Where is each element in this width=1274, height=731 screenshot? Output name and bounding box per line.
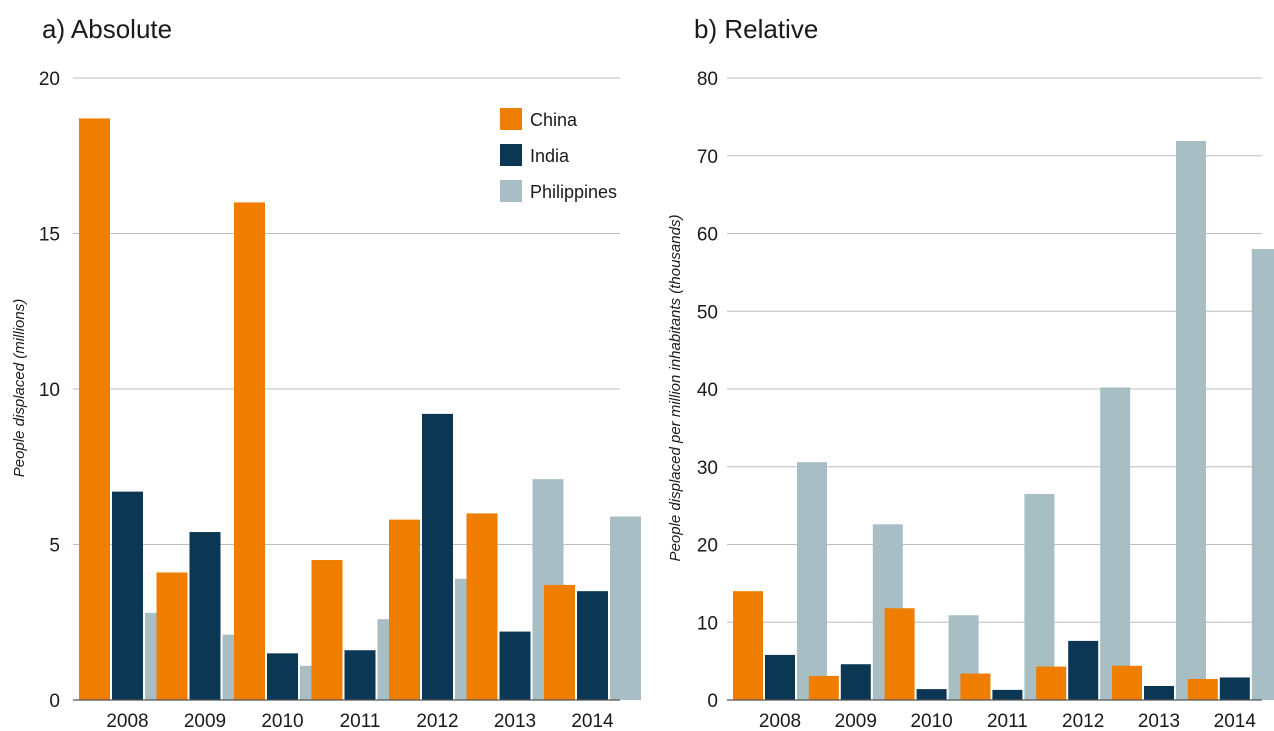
y-tick-label: 60 [697, 225, 718, 246]
bar-china-2008 [79, 118, 110, 701]
bar-india-2011 [992, 689, 1023, 700]
bar-india-2010 [267, 653, 298, 700]
x-tick-label: 2009 [835, 711, 877, 731]
y-axis-label: People displaced per million inhabitants… [667, 215, 684, 562]
x-tick-label: 2012 [416, 711, 458, 731]
x-tick-label: 2008 [759, 711, 801, 731]
bar-india-2014 [577, 591, 608, 700]
legend-label-india: India [530, 146, 570, 166]
legend-label-china: China [530, 110, 578, 130]
bar-india-2011 [344, 650, 376, 700]
bar-india-2014 [1219, 677, 1250, 700]
bar-china-2013 [466, 513, 498, 700]
bar-india-2008 [112, 491, 143, 700]
y-tick-label: 70 [697, 147, 718, 168]
bar-china-2014 [544, 584, 575, 700]
chart-absolute: 0 5 10 15 20 People displaced (millions) 2008 2… [11, 69, 641, 731]
x-tick-label: 2013 [494, 711, 536, 731]
x-tick-label: 2009 [184, 711, 226, 731]
x-tick-label: 2014 [571, 711, 614, 731]
legend-swatch-china [500, 108, 522, 130]
bar-india-2008 [765, 654, 795, 700]
y-tick-label: 20 [39, 69, 60, 90]
bar-philippines-2011 [1024, 493, 1055, 700]
bar-india-2009 [840, 664, 871, 700]
y-tick-label: 40 [697, 380, 718, 401]
bar-india-2010 [916, 689, 947, 700]
y-tick-label: 0 [49, 691, 60, 712]
x-tick-label: 2013 [1138, 711, 1180, 731]
bar-india-2013 [1144, 686, 1174, 700]
panel-b-title: b) Relative [694, 14, 819, 44]
bar-china-2013 [1112, 665, 1142, 700]
y-tick-label: 0 [707, 691, 718, 712]
bar-india-2009 [189, 532, 221, 700]
bar-india-2013 [499, 631, 531, 700]
bar-philippines-2012 [1100, 387, 1131, 700]
chart-relative: 0 10 20 30 40 50 60 70 80 People displaced per mi… [667, 69, 1274, 731]
legend-swatch-india [500, 144, 522, 166]
y-tick-label: 80 [697, 69, 718, 90]
bar-india-2012 [1068, 640, 1099, 700]
x-tick-label: 2011 [340, 711, 381, 731]
y-axis-label: People displaced (millions) [11, 299, 28, 477]
x-tick-label: 2010 [261, 711, 303, 731]
bar-china-2014 [1187, 679, 1218, 700]
legend-swatch-philippines [500, 180, 522, 202]
bar-china-2012 [1036, 666, 1067, 700]
bar-china-2009 [808, 675, 839, 700]
panel-a-title: a) Absolute [42, 14, 173, 44]
bar-philippines-2008 [797, 462, 827, 700]
bar-philippines-2013 [1176, 140, 1206, 701]
bar-china-2008 [733, 591, 763, 700]
bar-philippines-2014 [610, 516, 641, 700]
y-tick-label: 5 [49, 536, 60, 557]
y-tick-label: 10 [39, 380, 60, 401]
bar-india-2012 [422, 413, 453, 700]
y-tick-label: 15 [39, 225, 60, 246]
bar-china-2011 [960, 673, 991, 700]
x-tick-label: 2010 [910, 711, 952, 731]
y-tick-label: 50 [697, 302, 718, 323]
x-tick-label: 2012 [1062, 711, 1104, 731]
x-tick-label: 2014 [1214, 711, 1257, 731]
y-tick-label: 30 [697, 458, 718, 479]
bar-china-2010 [234, 202, 265, 700]
bar-philippines-2014 [1251, 249, 1274, 701]
x-tick-label: 2008 [106, 711, 148, 731]
y-tick-label: 20 [697, 536, 718, 557]
bar-china-2011 [311, 560, 343, 700]
y-tick-label: 10 [697, 613, 718, 634]
legend-label-philippines: Philippines [530, 182, 617, 202]
bar-china-2010 [884, 608, 915, 700]
x-tick-label: 2011 [987, 711, 1028, 731]
bar-china-2012 [389, 519, 420, 700]
bar-china-2009 [156, 572, 188, 700]
